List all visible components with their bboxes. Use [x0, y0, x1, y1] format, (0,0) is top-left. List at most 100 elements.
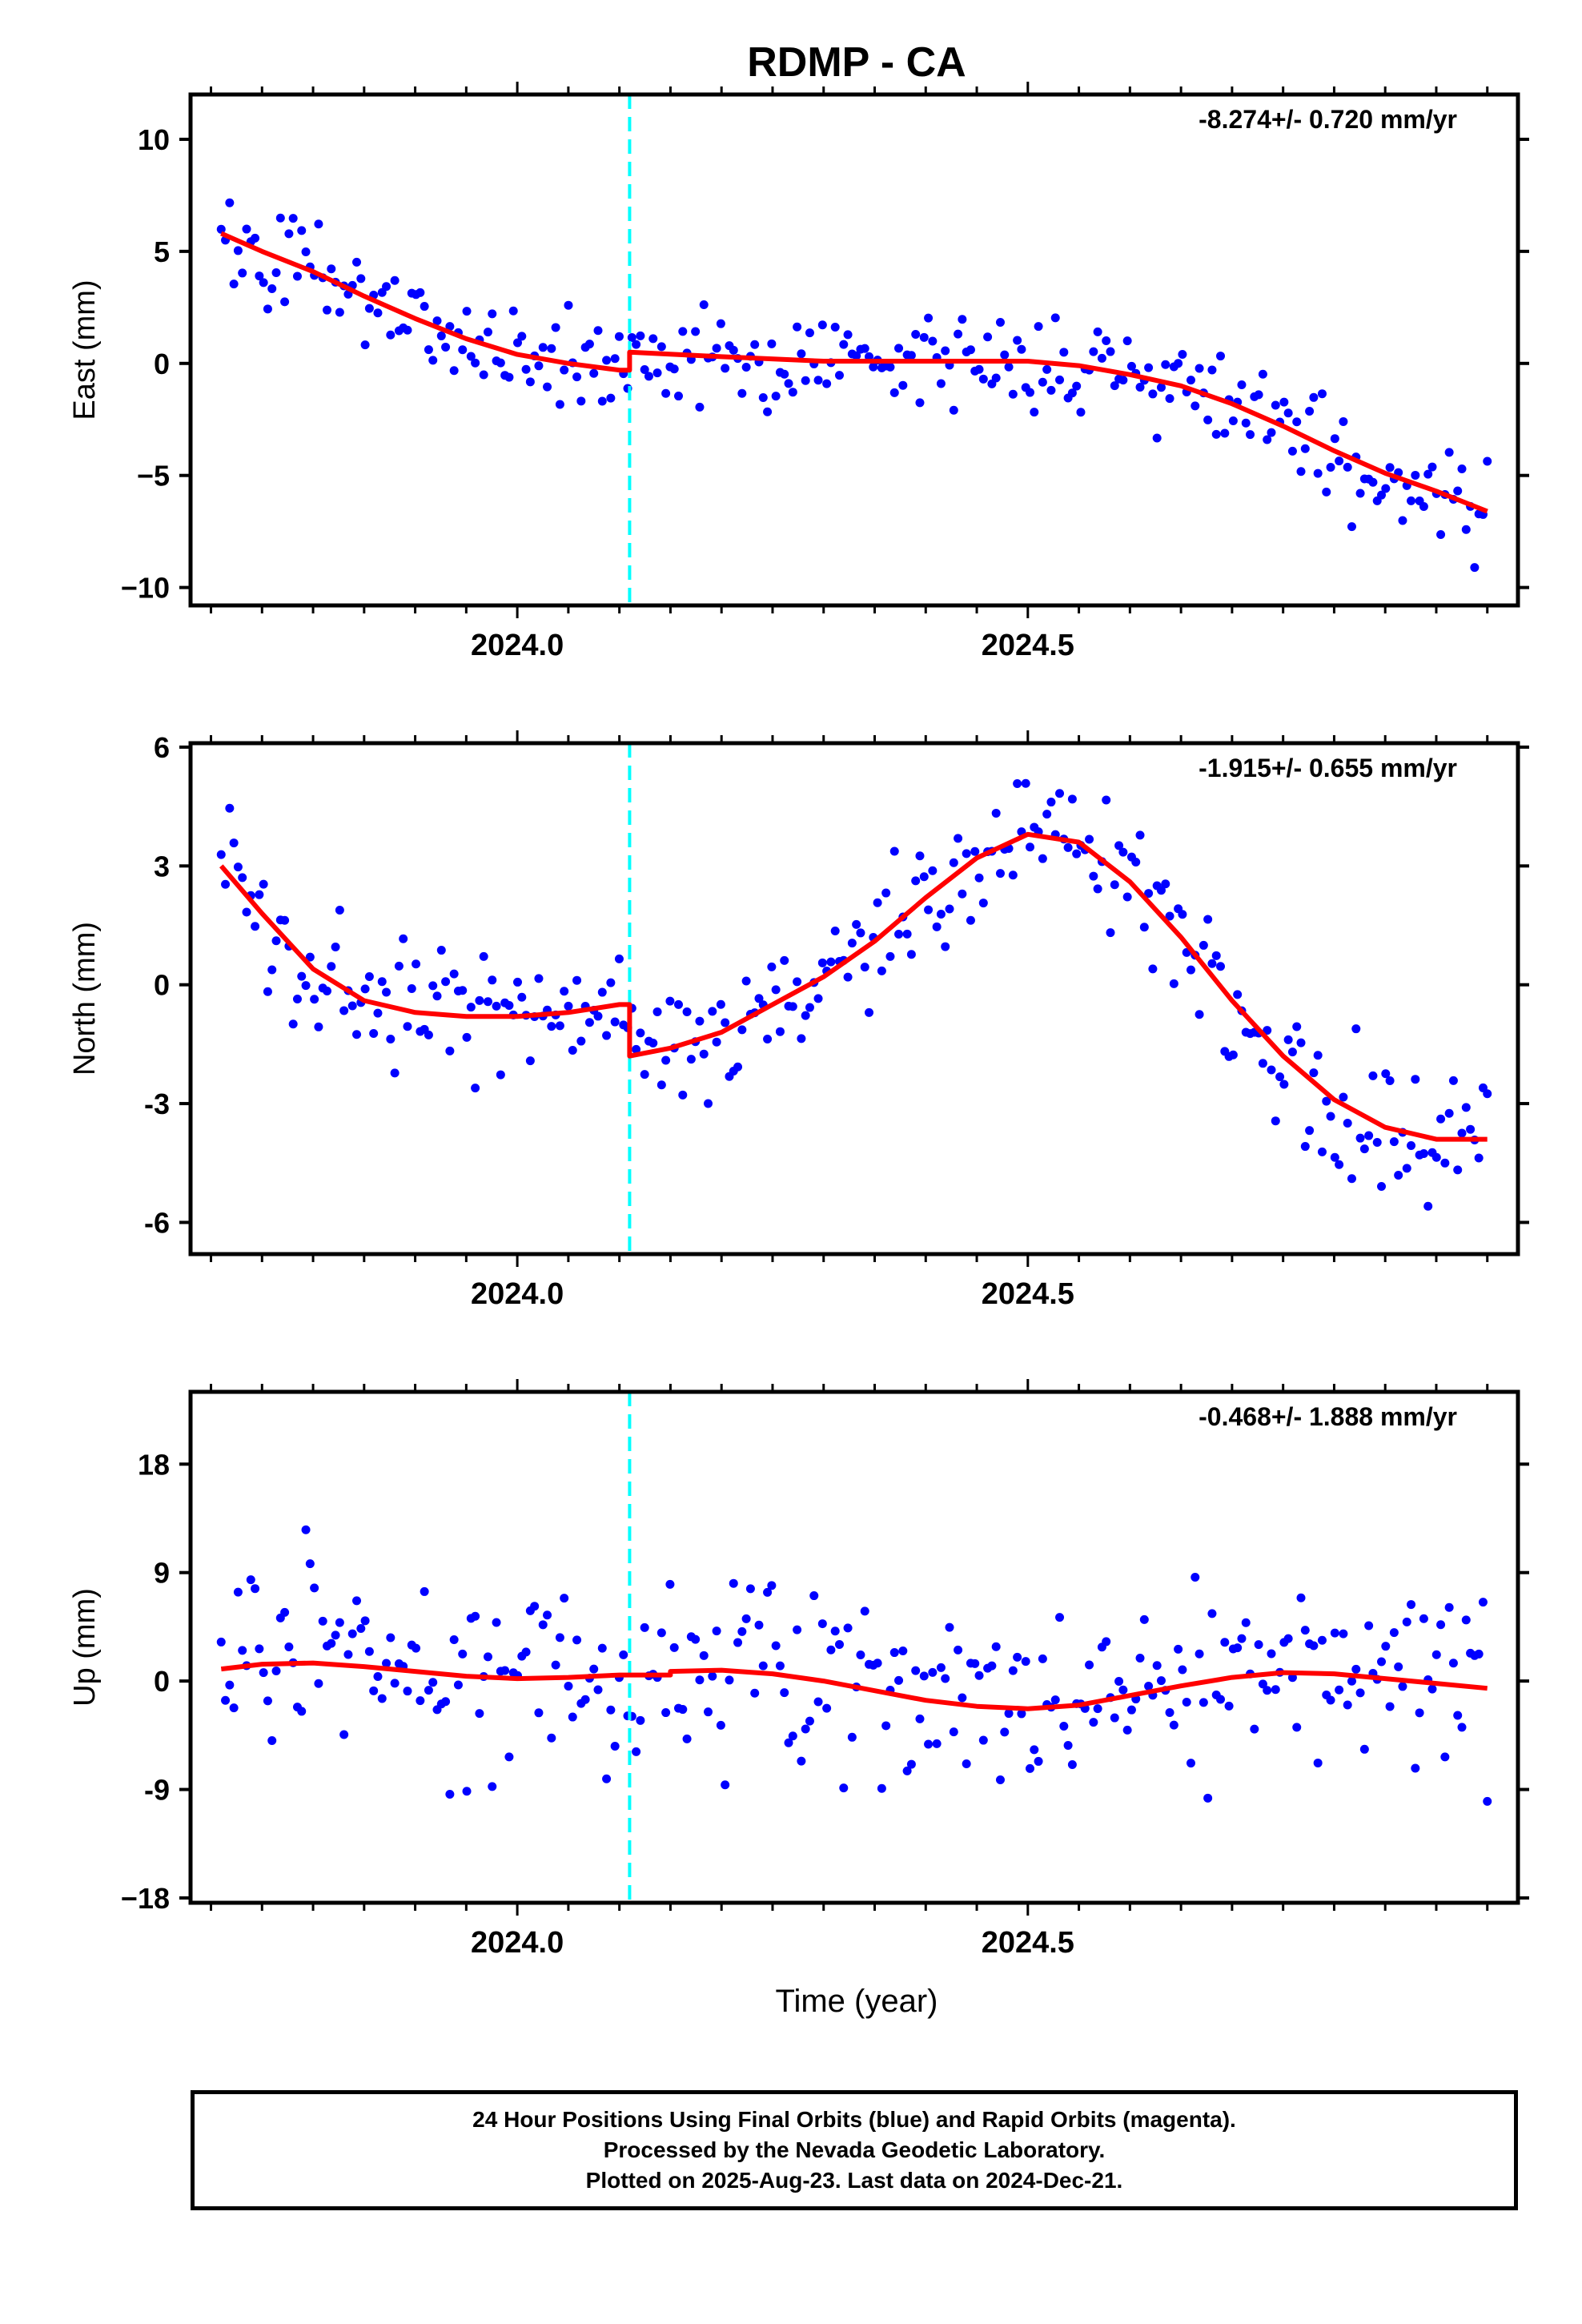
- data-point: [1317, 389, 1327, 399]
- data-point: [1144, 889, 1154, 899]
- data-point: [632, 1747, 641, 1756]
- data-point: [255, 271, 264, 281]
- data-point: [906, 1759, 916, 1769]
- data-point: [496, 1070, 505, 1080]
- data-point: [809, 1591, 819, 1601]
- data-point: [949, 405, 958, 415]
- data-point: [1114, 841, 1124, 850]
- data-point: [1263, 435, 1272, 444]
- data-point: [584, 340, 594, 349]
- data-point: [483, 1652, 492, 1662]
- data-point: [1453, 486, 1463, 496]
- data-point: [656, 1628, 666, 1638]
- data-point: [1072, 849, 1082, 858]
- data-point: [771, 392, 781, 401]
- data-point: [1258, 1059, 1267, 1068]
- data-point: [1000, 350, 1010, 360]
- data-point: [1296, 1593, 1306, 1602]
- data-point: [534, 1708, 544, 1718]
- data-point: [416, 1696, 425, 1706]
- data-point: [551, 323, 560, 332]
- data-point: [1106, 928, 1115, 938]
- data-point: [661, 1708, 671, 1718]
- data-point: [788, 388, 797, 397]
- data-point: [255, 890, 264, 899]
- data-point: [636, 1028, 645, 1038]
- data-point: [1178, 910, 1187, 919]
- data-point: [1042, 364, 1052, 374]
- data-point: [1335, 456, 1344, 466]
- data-point: [1233, 990, 1243, 999]
- data-point: [1287, 1673, 1297, 1683]
- data-point: [1126, 1705, 1136, 1715]
- data-point: [1381, 1642, 1391, 1651]
- data-point: [1063, 842, 1073, 852]
- data-point: [632, 1044, 641, 1054]
- data-point: [673, 392, 683, 401]
- data-point: [504, 372, 514, 382]
- data-point: [1347, 1174, 1356, 1184]
- data-point: [1431, 1152, 1441, 1162]
- data-point: [1317, 1147, 1327, 1156]
- data-point: [233, 246, 243, 255]
- data-point: [1292, 1723, 1302, 1732]
- data-point: [221, 1695, 231, 1705]
- y-axis-label: East (mm): [68, 279, 102, 420]
- data-point: [1292, 1022, 1302, 1031]
- data-point: [593, 326, 603, 336]
- data-point: [225, 803, 235, 813]
- data-point: [1038, 377, 1047, 387]
- data-point: [767, 339, 777, 348]
- data-point: [1283, 408, 1293, 418]
- data-point: [636, 1715, 645, 1725]
- data-point: [902, 929, 912, 939]
- data-point: [771, 1641, 781, 1651]
- data-point: [1067, 794, 1077, 804]
- data-point: [995, 869, 1005, 879]
- data-point: [784, 379, 793, 388]
- data-point: [788, 1002, 797, 1011]
- data-point: [1008, 389, 1018, 399]
- data-point: [1085, 834, 1094, 844]
- data-point: [919, 332, 929, 342]
- data-point: [1453, 1165, 1463, 1175]
- data-point: [1135, 1654, 1145, 1663]
- data-point: [1207, 959, 1217, 968]
- data-point: [310, 995, 319, 1004]
- data-point: [648, 334, 658, 344]
- data-point: [801, 376, 810, 385]
- data-point: [492, 1001, 501, 1011]
- data-point: [983, 332, 993, 342]
- data-point: [492, 1618, 501, 1627]
- data-point: [1359, 1144, 1369, 1154]
- data-point: [995, 1775, 1005, 1785]
- data-point: [403, 1022, 412, 1031]
- data-point: [390, 1679, 400, 1688]
- data-point: [750, 340, 760, 349]
- data-point: [360, 340, 370, 350]
- data-point: [974, 873, 984, 883]
- data-point: [721, 364, 730, 373]
- data-point: [238, 873, 247, 883]
- data-point: [441, 1697, 451, 1707]
- data-point: [538, 1620, 548, 1630]
- data-point: [1246, 430, 1255, 440]
- data-point: [602, 356, 612, 365]
- data-point: [390, 1068, 400, 1078]
- data-point: [1211, 429, 1221, 439]
- data-point: [263, 304, 272, 314]
- data-point: [754, 1620, 764, 1630]
- data-point: [826, 957, 836, 967]
- data-point: [1241, 1618, 1251, 1627]
- data-point: [1263, 1686, 1272, 1695]
- model-fit-curve: [219, 831, 1488, 1142]
- data-point: [822, 379, 832, 388]
- data-point: [369, 1028, 379, 1038]
- data-point: [1152, 1661, 1162, 1671]
- data-point: [1199, 1698, 1208, 1707]
- y-tick-label: 0: [154, 1665, 170, 1698]
- data-point: [229, 1703, 239, 1713]
- data-point: [856, 1650, 865, 1659]
- data-point: [640, 1070, 649, 1080]
- data-point: [386, 1035, 396, 1044]
